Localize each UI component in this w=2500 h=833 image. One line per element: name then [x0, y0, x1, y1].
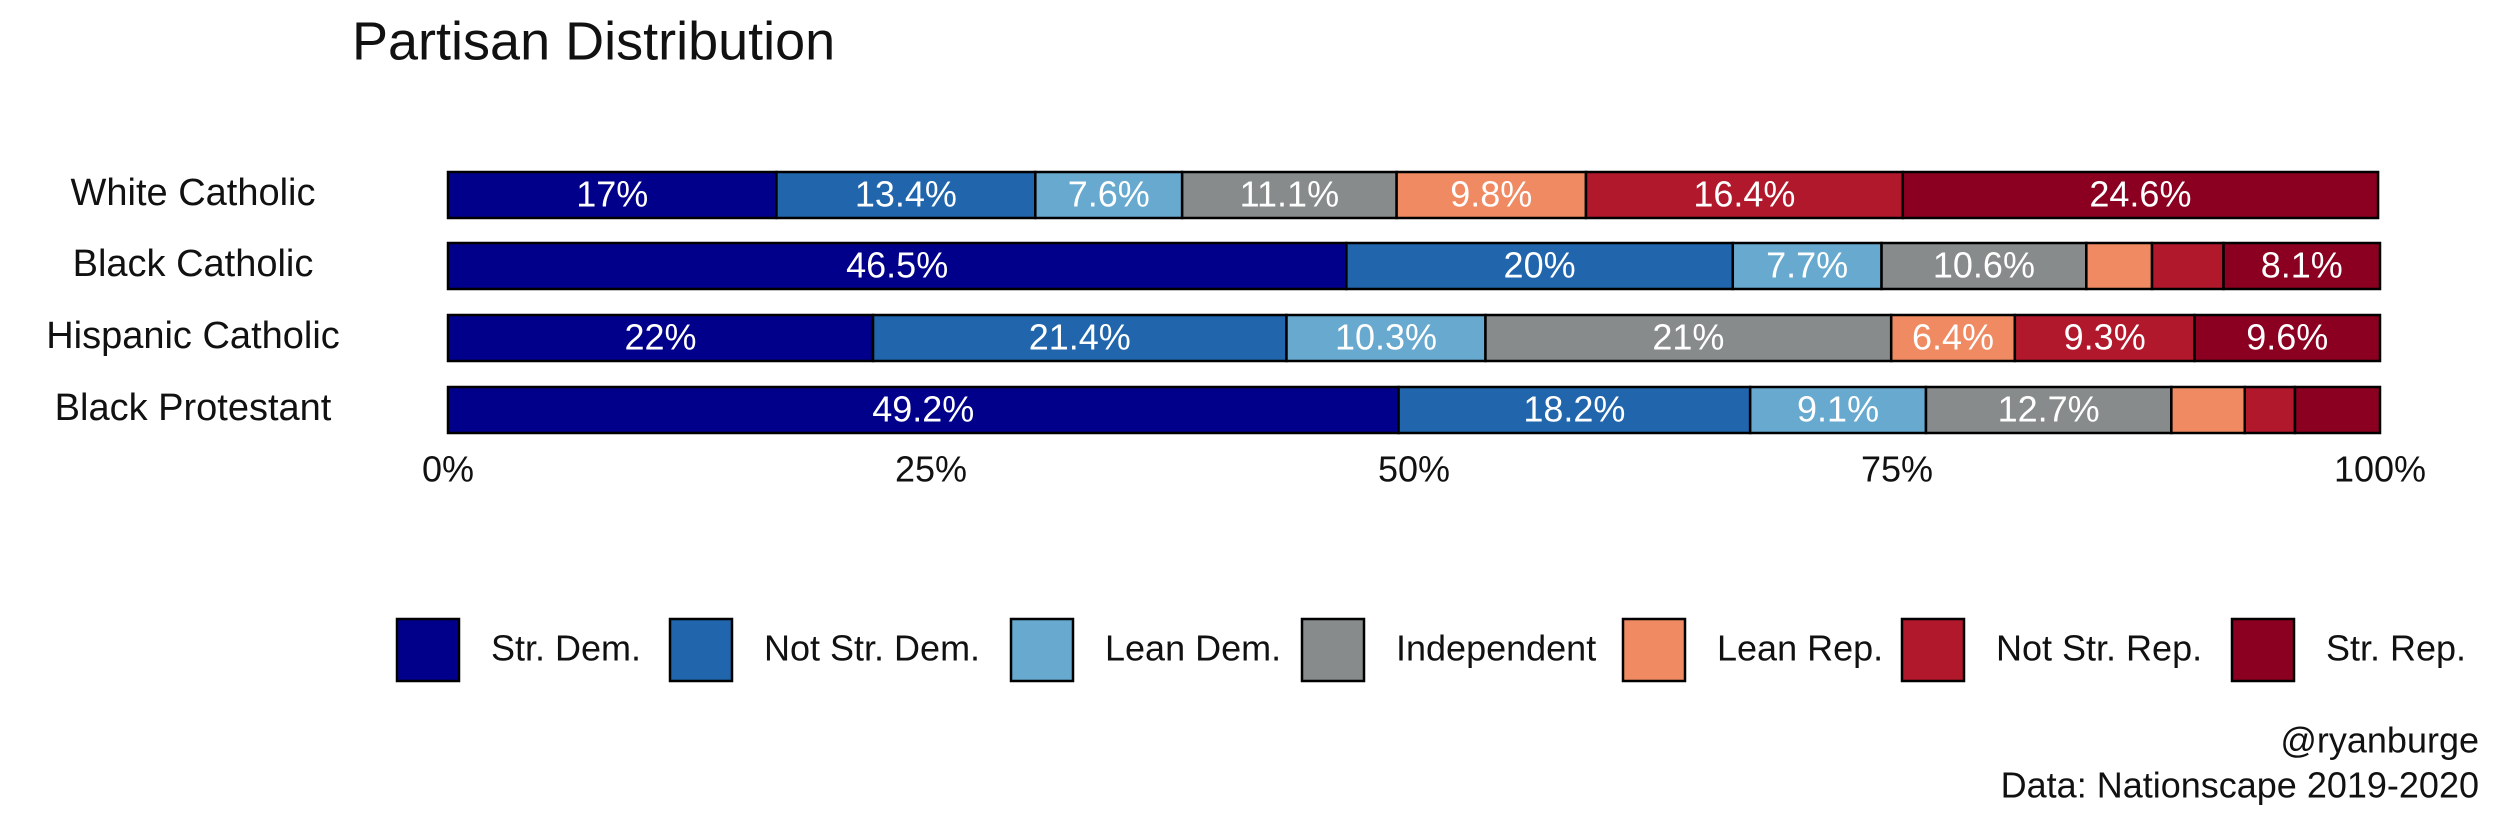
- bar-segment: [1484, 313, 1893, 363]
- bar-segment: [446, 385, 1400, 435]
- value-label: 22%: [624, 317, 696, 358]
- y-tick-label: Black Protestant: [55, 387, 332, 429]
- source: Data: Nationscape 2019-2020: [2001, 765, 2479, 806]
- bar-segment: [2170, 385, 2247, 435]
- legend-swatch: [1300, 617, 1366, 683]
- bar-segment: [775, 170, 1037, 220]
- y-tick-label: Black Catholic: [73, 243, 314, 285]
- value-label: 6.4%: [1912, 317, 1994, 358]
- legend-swatch: [2230, 617, 2296, 683]
- value-label: 49.2%: [872, 389, 974, 430]
- legend-label: Str. Dem.: [491, 628, 641, 669]
- bar-segment: [446, 241, 1348, 291]
- bar-segment: [2085, 241, 2154, 291]
- legend-swatch: [1621, 617, 1687, 683]
- value-label: 20%: [1504, 245, 1576, 286]
- legend-swatch: [1009, 617, 1075, 683]
- bar-segment: [2293, 385, 2382, 435]
- value-label: 46.5%: [846, 245, 948, 286]
- bar-segment: [1034, 170, 1184, 220]
- bar-segment: [2193, 313, 2382, 363]
- bar-segment: [1731, 241, 1883, 291]
- bar-segment: [446, 170, 778, 220]
- bar-segment: [1889, 313, 2017, 363]
- value-label: 17%: [576, 174, 648, 215]
- value-label: 10.3%: [1335, 317, 1437, 358]
- x-tick-label: 25%: [895, 449, 967, 490]
- x-tick-label: 0%: [422, 449, 474, 490]
- y-tick-label: White Catholic: [71, 172, 316, 214]
- legend-label: Str. Rep.: [2326, 628, 2466, 669]
- x-tick-label: 75%: [1861, 449, 1933, 490]
- bar-segment: [1584, 170, 1905, 220]
- x-tick-label: 50%: [1378, 449, 1450, 490]
- value-label: 21%: [1652, 317, 1724, 358]
- value-label: 8.1%: [2261, 245, 2343, 286]
- value-label: 21.4%: [1029, 317, 1131, 358]
- x-tick-label: 100%: [2334, 449, 2426, 490]
- value-label: 9.6%: [2246, 317, 2328, 358]
- legend-swatch: [668, 617, 734, 683]
- bar-segment: [1395, 170, 1588, 220]
- value-label: 11.1%: [1240, 174, 1339, 215]
- bar-segment: [2150, 241, 2225, 291]
- value-label: 13.4%: [855, 174, 957, 215]
- value-label: 7.7%: [1766, 245, 1848, 286]
- bar-segment: [1748, 385, 1928, 435]
- value-label: 16.4%: [1693, 174, 1795, 215]
- legend-label: Not Str. Rep.: [1996, 628, 2202, 669]
- legend-label: Lean Dem.: [1105, 628, 1281, 669]
- bar-segment: [1345, 241, 1735, 291]
- bar-segment: [2243, 385, 2297, 435]
- legend-label: Lean Rep.: [1717, 628, 1883, 669]
- bar-segment: [1901, 170, 2380, 220]
- bar-segment: [2222, 241, 2382, 291]
- value-label: 18.2%: [1523, 389, 1625, 430]
- bar-segment: [446, 313, 875, 363]
- value-label: 24.6%: [2089, 174, 2191, 215]
- legend-swatch: [1900, 617, 1966, 683]
- value-label: 9.8%: [1450, 174, 1532, 215]
- value-label: 12.7%: [1998, 389, 2100, 430]
- y-tick-label: Hispanic Catholic: [46, 315, 340, 357]
- legend-label: Not Str. Dem.: [764, 628, 980, 669]
- legend-swatch: [395, 617, 461, 683]
- legend-label: Independent: [1396, 628, 1596, 669]
- bar-segment: [1924, 385, 2173, 435]
- bar-segment: [1397, 385, 1752, 435]
- value-label: 9.3%: [2064, 317, 2146, 358]
- bar-segment: [871, 313, 1288, 363]
- chart-title: Partisan Distribution: [352, 11, 835, 71]
- value-label: 9.1%: [1797, 389, 1879, 430]
- value-label: 7.6%: [1068, 174, 1150, 215]
- value-label: 10.6%: [1933, 245, 2035, 286]
- credit: @ryanburge: [2280, 720, 2479, 761]
